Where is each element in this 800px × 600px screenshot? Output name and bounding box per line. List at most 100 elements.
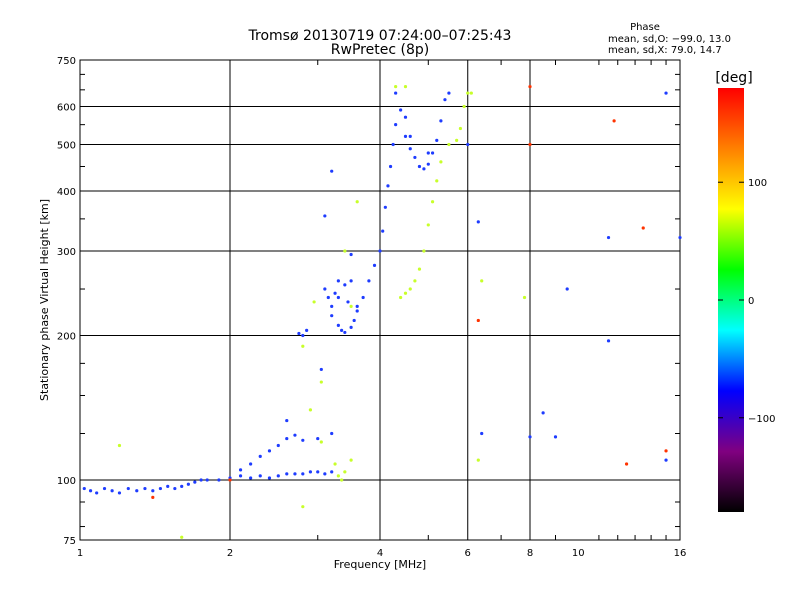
data-point-o-mode (565, 287, 569, 291)
data-point-o-mode (267, 449, 272, 453)
data-point-x-mode (447, 142, 451, 147)
phase-stats-x: mean, sd,X: 79.0, 14.7 (608, 45, 722, 56)
y-tick-label: 500 (57, 141, 76, 152)
data-point-o-mode (422, 167, 426, 171)
colorbar-tick-label: 100 (748, 178, 767, 189)
data-point-x-mode (422, 249, 426, 253)
data-point-x-mode (301, 505, 305, 509)
data-point-other (528, 85, 532, 89)
x-tick-label: 1 (77, 548, 83, 559)
data-point-x-mode (333, 462, 337, 466)
data-point-o-mode (330, 169, 334, 173)
data-point-x-mode (435, 179, 439, 183)
data-point-o-mode (417, 164, 422, 169)
data-point-o-mode (349, 252, 353, 257)
data-point-o-mode (173, 486, 177, 491)
data-point-o-mode (466, 142, 470, 147)
data-point-o-mode (249, 476, 253, 480)
data-point-o-mode (336, 295, 340, 300)
data-point-o-mode (340, 328, 344, 332)
data-point-o-mode (403, 134, 408, 138)
data-point-x-mode (522, 295, 527, 300)
data-point-o-mode (166, 484, 170, 488)
x-tick-label: 4 (377, 548, 383, 559)
data-point-other (664, 449, 668, 453)
data-point-o-mode (606, 235, 611, 240)
data-point-o-mode (381, 229, 385, 233)
data-point-o-mode (301, 472, 305, 476)
data-point-x-mode (439, 160, 443, 164)
x-tick-label: 2 (227, 548, 233, 559)
x-tick-label: 8 (527, 548, 533, 559)
y-axis-label: Stationary phase Virtual Height [km] (38, 199, 51, 401)
data-point-o-mode (308, 470, 313, 474)
y-tick-label: 300 (57, 247, 76, 258)
data-point-o-mode (135, 489, 139, 493)
data-point-o-mode (285, 418, 289, 423)
data-point-o-mode (305, 328, 309, 332)
data-points (82, 85, 682, 539)
data-point-o-mode (336, 279, 340, 283)
data-point-o-mode (333, 291, 337, 295)
data-point-o-mode (330, 431, 334, 436)
data-point-o-mode (293, 433, 297, 437)
y-tick-label: 200 (57, 332, 76, 343)
data-point-o-mode (319, 367, 323, 372)
data-point-o-mode (403, 115, 408, 119)
data-point-x-mode (394, 85, 398, 89)
data-point-o-mode (361, 295, 365, 300)
data-point-o-mode (301, 438, 305, 442)
data-point-o-mode (386, 184, 390, 188)
data-point-o-mode (330, 314, 334, 318)
data-point-o-mode (664, 458, 668, 462)
data-point-o-mode (426, 151, 430, 155)
data-point-o-mode (297, 331, 301, 336)
data-point-x-mode (340, 478, 344, 482)
data-point-x-mode (319, 440, 323, 444)
data-point-o-mode (430, 151, 435, 155)
data-point-x-mode (355, 200, 359, 204)
data-point-o-mode (541, 411, 545, 415)
data-point-o-mode (408, 134, 412, 138)
data-point-o-mode (367, 279, 371, 283)
data-point-o-mode (349, 279, 353, 283)
data-point-o-mode (301, 333, 305, 338)
data-point-o-mode (126, 486, 130, 491)
data-point-o-mode (447, 91, 451, 95)
data-point-x-mode (476, 458, 480, 462)
y-tick-label: 750 (57, 56, 76, 67)
data-point-o-mode (553, 435, 558, 439)
y-tick-label: 75 (63, 536, 76, 547)
data-point-o-mode (276, 474, 280, 478)
data-point-x-mode (403, 85, 408, 89)
data-point-o-mode (606, 339, 611, 343)
data-point-o-mode (349, 325, 353, 329)
data-point-o-mode (143, 486, 147, 491)
data-point-o-mode (193, 480, 197, 484)
data-point-o-mode (82, 486, 86, 491)
data-point-o-mode (476, 220, 480, 224)
data-point-x-mode (455, 138, 459, 142)
data-point-other (641, 226, 645, 230)
data-point-x-mode (426, 223, 430, 227)
x-axis-label: Frequency [MHz] (334, 558, 426, 571)
data-point-o-mode (336, 323, 340, 327)
data-point-o-mode (217, 478, 221, 482)
data-point-x-mode (403, 291, 408, 295)
data-point-o-mode (388, 164, 393, 169)
chart-subtitle: RwPretec (8p) (331, 42, 429, 58)
data-point-o-mode (326, 295, 330, 300)
data-point-x-mode (343, 249, 347, 253)
data-point-o-mode (408, 147, 412, 151)
data-point-o-mode (316, 470, 320, 474)
data-point-other (228, 478, 232, 482)
data-point-x-mode (349, 304, 353, 309)
data-point-x-mode (413, 279, 417, 283)
data-point-o-mode (323, 287, 327, 291)
data-point-o-mode (399, 108, 403, 112)
data-point-x-mode (117, 443, 122, 448)
data-point-o-mode (110, 489, 114, 493)
data-point-o-mode (258, 454, 262, 459)
data-point-o-mode (102, 486, 107, 491)
data-point-o-mode (383, 205, 387, 209)
